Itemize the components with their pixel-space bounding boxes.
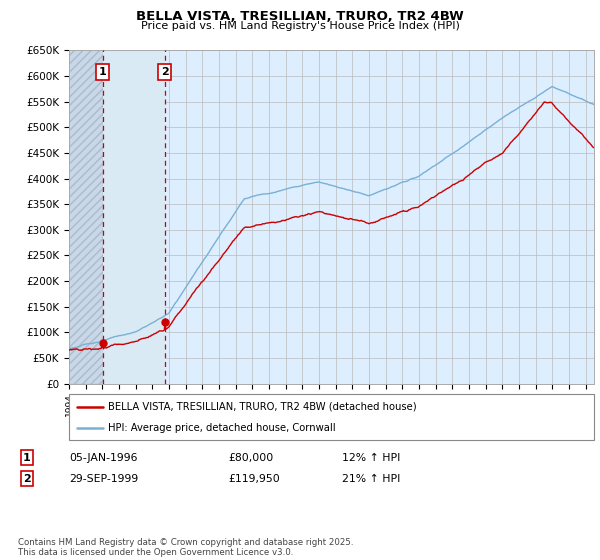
Text: BELLA VISTA, TRESILLIAN, TRURO, TR2 4BW: BELLA VISTA, TRESILLIAN, TRURO, TR2 4BW — [136, 10, 464, 23]
Text: 2: 2 — [23, 474, 31, 484]
Text: BELLA VISTA, TRESILLIAN, TRURO, TR2 4BW (detached house): BELLA VISTA, TRESILLIAN, TRURO, TR2 4BW … — [109, 402, 417, 412]
Text: 05-JAN-1996: 05-JAN-1996 — [69, 452, 137, 463]
FancyBboxPatch shape — [69, 394, 594, 440]
Text: 29-SEP-1999: 29-SEP-1999 — [69, 474, 138, 484]
Text: Price paid vs. HM Land Registry's House Price Index (HPI): Price paid vs. HM Land Registry's House … — [140, 21, 460, 31]
Text: HPI: Average price, detached house, Cornwall: HPI: Average price, detached house, Corn… — [109, 423, 336, 433]
Text: 21% ↑ HPI: 21% ↑ HPI — [342, 474, 400, 484]
Text: £119,950: £119,950 — [228, 474, 280, 484]
Text: 2: 2 — [161, 67, 169, 77]
Text: £80,000: £80,000 — [228, 452, 273, 463]
Bar — [69, 50, 103, 384]
Bar — [103, 50, 165, 384]
Text: 1: 1 — [99, 67, 106, 77]
Text: 1: 1 — [23, 452, 31, 463]
Text: 12% ↑ HPI: 12% ↑ HPI — [342, 452, 400, 463]
Text: Contains HM Land Registry data © Crown copyright and database right 2025.
This d: Contains HM Land Registry data © Crown c… — [18, 538, 353, 557]
